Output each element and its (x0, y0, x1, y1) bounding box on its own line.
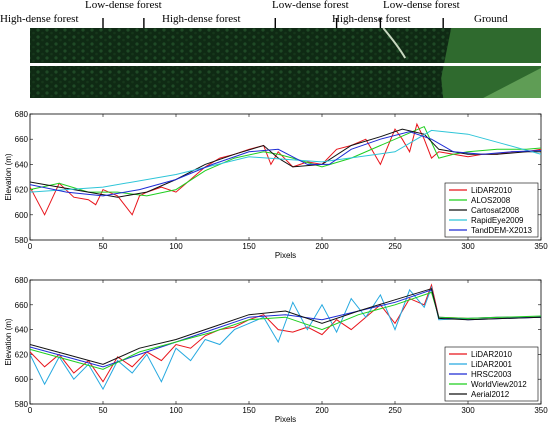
x-axis-label: Pixels (275, 251, 296, 260)
legend-entry: TandDEM-X2013 (471, 226, 532, 235)
series-line-rapideye2009 (30, 129, 541, 193)
series-line-lidar2010 (30, 283, 541, 383)
x-tick-label: 300 (461, 406, 475, 415)
y-tick-label: 680 (15, 276, 29, 285)
x-tick-label: 250 (388, 406, 402, 415)
x-tick-label: 100 (169, 242, 183, 251)
x-tick-label: 100 (169, 406, 183, 415)
chart-top: 0 50 100 150 200 250 300 350 580 600 620 640 660 680 P… (4, 110, 548, 260)
legend-entry: Cartosat2008 (471, 206, 520, 215)
x-tick-label: 0 (28, 242, 33, 251)
x-tick-label: 200 (315, 406, 329, 415)
chart-bottom: 0 50 100 150 200 250 300 350 580 600 620 640 660 680 P… (4, 276, 548, 424)
y-axis-label: Elevation (m) (4, 153, 13, 200)
x-tick-label: 350 (534, 406, 548, 415)
strip-label: High-dense forest (162, 13, 241, 25)
legend-entry: Aerial2012 (471, 390, 510, 399)
series-line-aerial2012 (30, 288, 541, 365)
strip-label: Low-dense forest (85, 0, 162, 11)
strip-label: Low-dense forest (383, 0, 460, 11)
y-tick-label: 600 (15, 375, 29, 384)
strip-separator (30, 63, 541, 66)
strip-label: High-dense forest (0, 13, 79, 25)
strip-label: High-dense forest (332, 13, 411, 25)
x-tick-label: 200 (315, 242, 329, 251)
y-tick-label: 680 (15, 110, 29, 119)
legend-entry: RapidEye2009 (471, 216, 524, 225)
x-tick-label: 150 (242, 242, 256, 251)
strip-label: Low-dense forest (272, 0, 349, 11)
series-line-tanddem-x2013 (30, 131, 541, 197)
y-tick-label: 620 (15, 186, 29, 195)
legend-entry: LiDAR2001 (471, 360, 512, 369)
x-tick-label: 50 (99, 242, 108, 251)
x-tick-label: 150 (242, 406, 256, 415)
y-tick-label: 640 (15, 160, 29, 169)
y-axis-label: Elevation (m) (4, 318, 13, 365)
road-line (382, 27, 407, 59)
y-tick-label: 600 (15, 211, 29, 220)
legend-entry: HRSC2003 (471, 370, 512, 379)
legend-entry: ALOS2008 (471, 196, 511, 205)
y-tick-label: 640 (15, 326, 29, 335)
y-tick-label: 660 (15, 135, 29, 144)
y-tick-label: 580 (15, 400, 29, 409)
y-tick-label: 580 (15, 236, 29, 245)
x-tick-label: 50 (99, 406, 108, 415)
x-tick-label: 250 (388, 242, 402, 251)
y-tick-label: 620 (15, 350, 29, 359)
x-axis-label: Pixels (275, 415, 296, 424)
ground-highlight (483, 68, 541, 98)
strip-label: Ground (474, 13, 508, 25)
y-tick-label: 660 (15, 301, 29, 310)
legend-entry: WorldView2012 (471, 380, 527, 389)
x-tick-label: 0 (28, 406, 33, 415)
legend-entry: LiDAR2010 (471, 186, 512, 195)
x-tick-label: 300 (461, 242, 475, 251)
legend-entry: LiDAR2010 (471, 350, 512, 359)
series-line-lidar2001 (30, 285, 541, 391)
x-tick-label: 350 (534, 242, 548, 251)
